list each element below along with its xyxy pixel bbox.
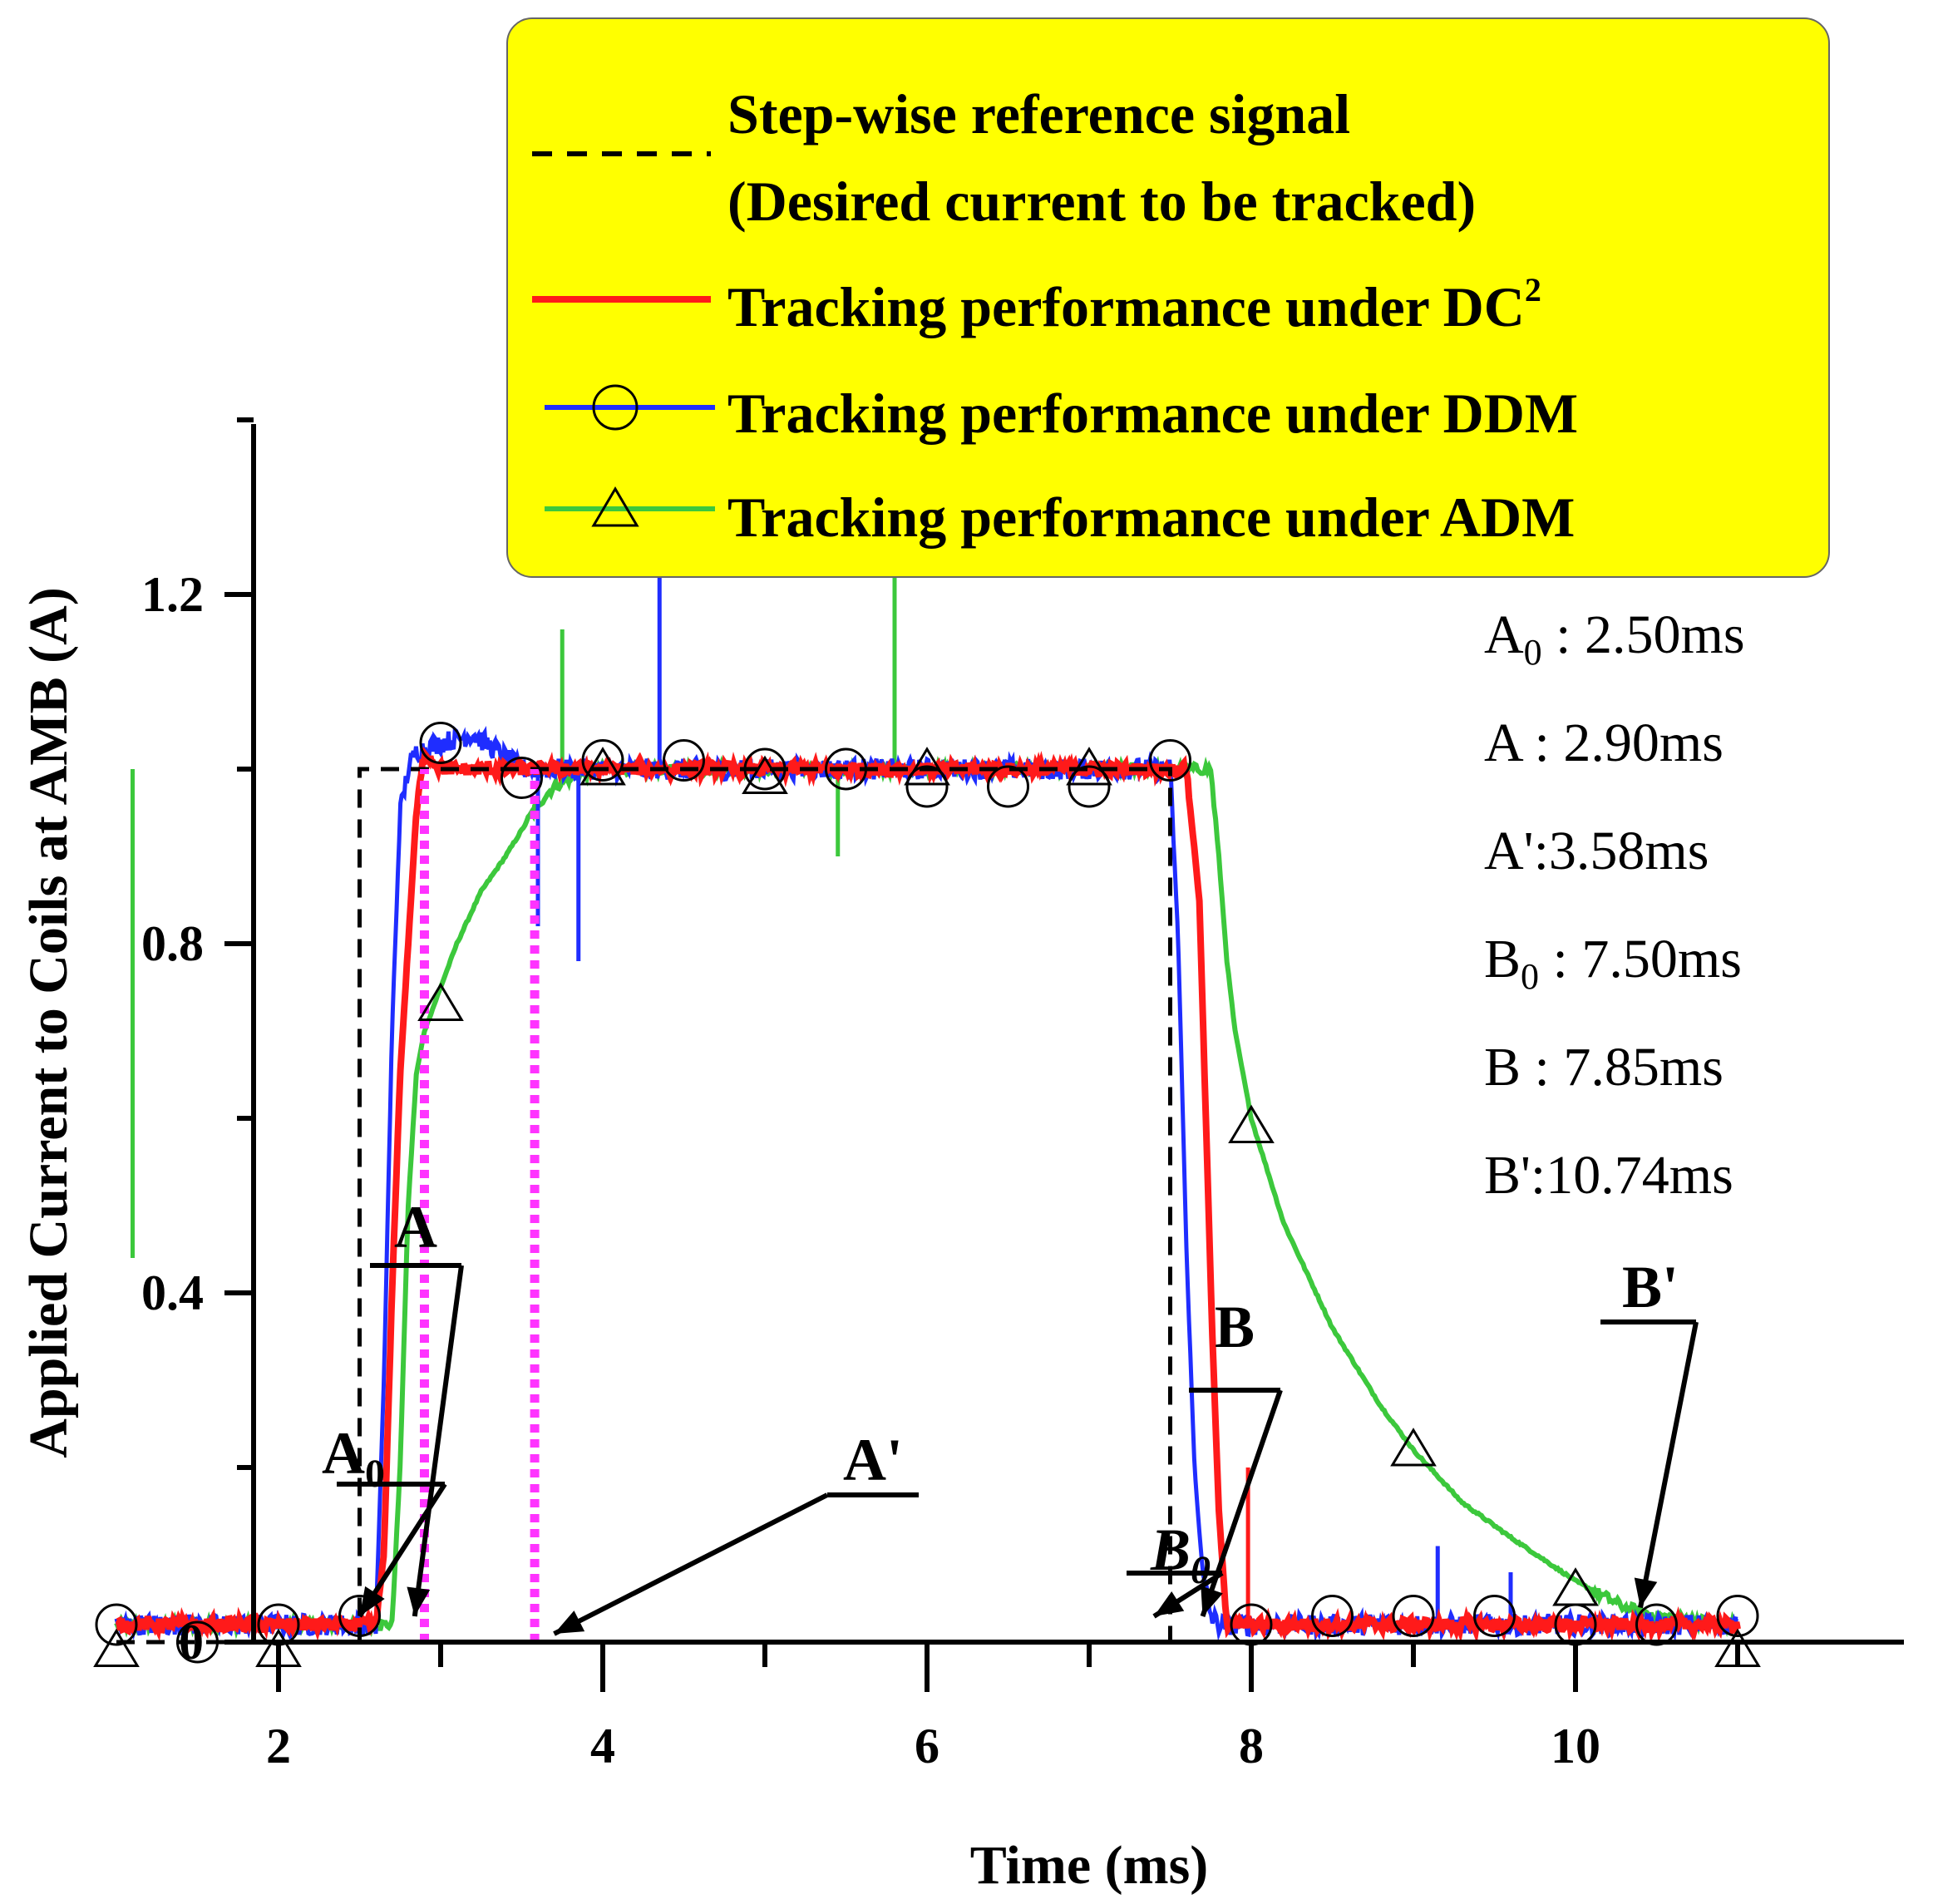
timing-info-value: :3.58ms xyxy=(1534,821,1709,881)
annotation-arrow-line-Bp xyxy=(1638,1321,1699,1609)
annotation-label-B: B xyxy=(1215,1294,1255,1360)
ddm-circle-marker xyxy=(743,747,787,791)
annotation-label-sub: 0 xyxy=(365,1452,385,1496)
legend-box xyxy=(506,17,1830,578)
timing-info-row: B0 : 7.50ms xyxy=(1484,929,1742,997)
annotation-arrowhead-Bp xyxy=(1634,1577,1658,1608)
legend-label-dc2-main: Tracking performance under DC xyxy=(727,275,1525,338)
ddm-circle-marker xyxy=(176,1620,219,1664)
ddm-circle-marker xyxy=(825,747,867,791)
x-tick-label: 8 xyxy=(1239,1719,1264,1773)
adm-triangle-marker xyxy=(93,1628,140,1667)
legend-label-reference-line2: (Desired current to be tracked) xyxy=(727,170,1476,233)
legend: Step-wise reference signal (Desired curre… xyxy=(506,17,1830,578)
annotation-label-Bp: B' xyxy=(1622,1254,1679,1320)
legend-marker-adm-triangle xyxy=(591,486,639,527)
annotation-label-B0: B0 xyxy=(1150,1517,1211,1592)
ddm-circle-marker xyxy=(581,739,624,782)
legend-marker-ddm-circle xyxy=(592,384,639,431)
ddm-circle-marker xyxy=(338,1595,381,1637)
ddm-circle-marker xyxy=(1149,739,1191,782)
annotation-arrowhead-Ap xyxy=(554,1611,585,1634)
axes: 0 0.4 0.8 1.2 2 4 6 8 10 Time (ms) Applied Current… xyxy=(18,417,1904,1896)
series-reference-line xyxy=(116,767,1738,1645)
annotation-arrow-line-B xyxy=(1200,1389,1283,1617)
timing-info-row: A':3.58ms xyxy=(1484,821,1709,881)
ddm-circle-marker xyxy=(501,757,543,799)
ddm-circle-marker xyxy=(663,739,705,782)
annotation-label-main: A' xyxy=(843,1427,903,1493)
annotation-label-Ap: A' xyxy=(843,1427,903,1493)
annotation-label-main: B' xyxy=(1622,1254,1679,1320)
timing-info-row: B : 7.85ms xyxy=(1484,1037,1724,1098)
y-axis-title: Applied Current to Coils at AMB (A) xyxy=(18,587,79,1458)
legend-label-reference-line1: Step-wise reference signal xyxy=(727,82,1350,146)
ddm-circle-marker xyxy=(95,1603,138,1646)
ddm-circle-marker xyxy=(1392,1595,1435,1637)
annotation-label-A0: A0 xyxy=(322,1420,385,1496)
x-tick-label: 2 xyxy=(266,1719,291,1773)
adm-triangle-marker xyxy=(904,747,950,786)
annotation-arrowhead-B0 xyxy=(1154,1591,1185,1616)
y-tick-label: 0.4 xyxy=(141,1265,204,1320)
timing-info-label: A' xyxy=(1484,821,1534,881)
timing-info-value: : 7.50ms xyxy=(1539,929,1742,989)
y-tick-label: 1.2 xyxy=(141,567,204,622)
adm-triangle-marker xyxy=(1228,1104,1275,1143)
timing-info-value: : 7.85ms xyxy=(1521,1037,1724,1098)
timing-info-value: :10.74ms xyxy=(1531,1145,1733,1206)
x-tick-label: 10 xyxy=(1551,1719,1600,1773)
adm-triangle-marker xyxy=(1390,1428,1437,1467)
x-tick-label: 6 xyxy=(915,1719,939,1773)
adm-triangle-marker xyxy=(1066,747,1112,786)
timing-info-label: B xyxy=(1484,929,1521,989)
timing-info-sub: 0 xyxy=(1524,632,1542,673)
timing-info-label: B' xyxy=(1484,1145,1531,1206)
annotation-arrow-line-A xyxy=(412,1265,464,1617)
timing-info-label: B xyxy=(1484,1037,1521,1098)
ddm-circle-marker xyxy=(419,722,462,764)
annotation-arrow-line-Ap xyxy=(553,1492,829,1636)
timing-info-label: A xyxy=(1484,604,1524,665)
annotation-label-main: A xyxy=(394,1194,437,1260)
series-dc2-line xyxy=(115,746,1741,1645)
annotation-arrowhead-A xyxy=(407,1586,431,1616)
annotation-label-main: B xyxy=(1215,1294,1255,1360)
adm-triangle-marker xyxy=(579,747,626,786)
timing-info-row: A0 : 2.50ms xyxy=(1484,604,1745,673)
annotation-arrowhead-B xyxy=(1201,1586,1223,1616)
legend-label-dc2-sup: 2 xyxy=(1525,271,1541,308)
adm-triangle-marker xyxy=(417,982,464,1021)
annotation-arrowhead-A0 xyxy=(359,1586,385,1616)
timing-info-value: : 2.50ms xyxy=(1542,604,1745,665)
ddm-circle-marker xyxy=(1716,1595,1759,1637)
x-axis-title: Time (ms) xyxy=(970,1835,1209,1896)
ddm-circle-marker xyxy=(1311,1595,1354,1637)
timing-info-row: A : 2.90ms xyxy=(1484,713,1724,773)
legend-label-adm: Tracking performance under ADM xyxy=(727,486,1575,549)
adm-triangle-marker xyxy=(742,755,788,794)
adm-triangle-marker xyxy=(1552,1567,1599,1606)
timing-info-sub: 0 xyxy=(1521,956,1539,997)
timing-info-row: B':10.74ms xyxy=(1484,1145,1733,1206)
legend-label-dc2: Tracking performance under DC2 xyxy=(727,271,1541,338)
y-tick-label: 0 xyxy=(179,1615,204,1670)
legend-label-ddm: Tracking performance under DDM xyxy=(727,382,1578,445)
ddm-circle-marker xyxy=(905,765,949,808)
ddm-circle-marker xyxy=(1068,765,1111,808)
annotation-label-A: A xyxy=(394,1194,437,1260)
ddm-circle-marker xyxy=(1473,1595,1516,1637)
timing-info-label: A xyxy=(1484,713,1524,773)
annotation-label-main: A xyxy=(322,1420,365,1487)
ddm-circle-marker xyxy=(987,765,1029,808)
timing-info-value: : 2.90ms xyxy=(1521,713,1724,773)
x-tick-label: 4 xyxy=(590,1719,615,1773)
y-tick-label: 0.8 xyxy=(141,916,204,971)
